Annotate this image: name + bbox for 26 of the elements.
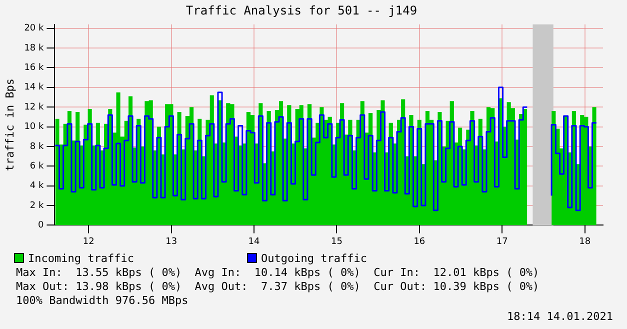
y-tick-label: 12 k [24,102,45,112]
y-tick-label: 6 k [30,161,44,172]
y-tick-label: 10 k [24,122,45,132]
y-tick-label: 20 k [24,24,45,34]
text: Max Out: 13.98 kBps ( 0%) Avg Out: 7.37 kBps ( 0%) Cur Out: 10.39 kBps ( 0%) [16,280,540,294]
x-tick-label: 15 [330,236,342,247]
legend-label: Incoming traffic [28,252,134,264]
y-tick-label: 16 k [24,63,45,74]
y-tick-label: 8 k [30,142,44,152]
chart-title: Traffic Analysis for 501 -- j149 [186,3,418,18]
x-tick-label: 13 [166,236,178,247]
y-tick-label: 14 k [24,82,45,93]
y-tick-label: 0 [38,220,44,231]
x-tick-label: 14 [248,236,260,247]
x-tick-label: 16 [414,236,426,247]
y-tick-label: 4 k [30,181,44,192]
x-tick-label: 17 [496,236,508,247]
text: 18:14 14.01.2021 [506,310,614,324]
legend-label: Outgoing traffic [261,252,367,264]
x-tick-label: 18 [579,236,591,247]
y-tick-label: 18 k [24,43,45,54]
text: Max In: 13.55 kBps ( 0%) Avg In: 10.14 kBps ( 0%) Cur In: 12.01 kBps ( 0%) [16,266,540,280]
x-tick-label: 12 [82,236,94,247]
y-tick-label: 2 k [30,200,44,211]
text: 100% Bandwidth 976.56 MBps [16,294,190,308]
y-axis-title: traffic in Bps [3,78,16,172]
